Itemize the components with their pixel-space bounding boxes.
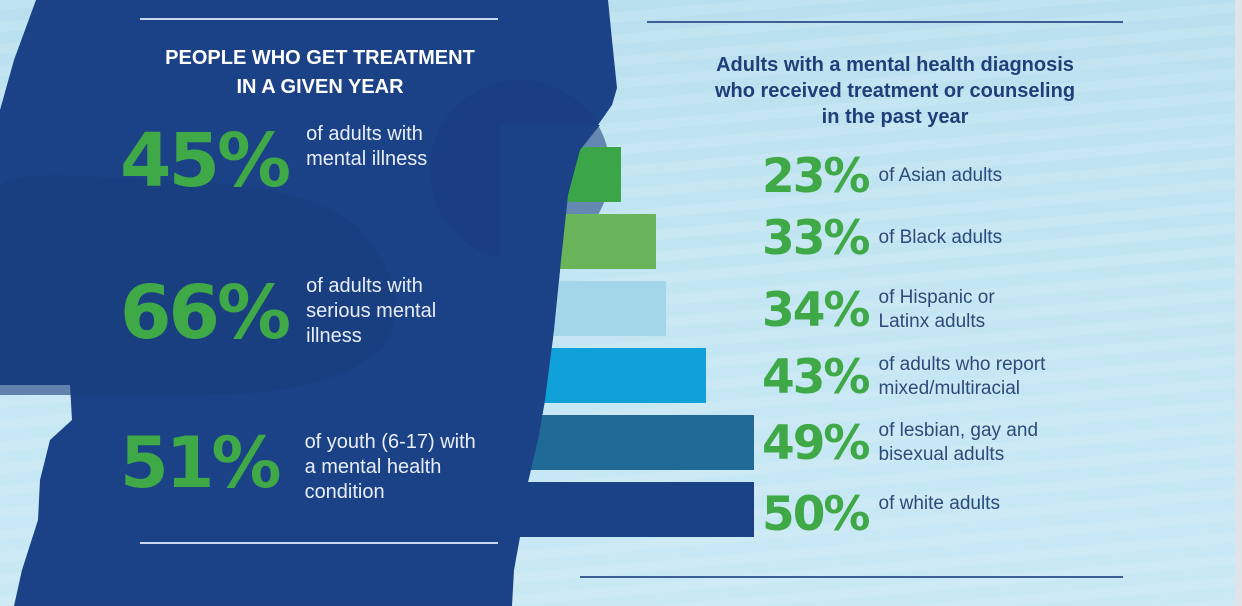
bar-lgb [530, 415, 754, 470]
stat-desc-line: bisexual adults [878, 444, 1005, 465]
stat-desc-line: of adults with [306, 275, 423, 297]
right-panel-title: Adults with a mental health diagnosis wh… [650, 52, 1140, 130]
stat-asian-adults: 23% of Asian adults [762, 148, 1002, 204]
bar-hispanic [550, 281, 666, 336]
right-title-line-1: Adults with a mental health diagnosis [716, 54, 1074, 76]
stat-description: of lesbian, gay and bisexual adults [879, 419, 1039, 467]
bar-multiracial [540, 348, 706, 403]
stat-desc-line: of adults who report [878, 354, 1046, 375]
stat-adults-serious-mental-illness: 66% of adults with serious mental illnes… [120, 270, 436, 356]
stat-value: 23% [762, 148, 870, 204]
stat-lgb-adults: 49% of lesbian, gay and bisexual adults [762, 415, 1038, 471]
right-title-line-3: in the past year [821, 106, 969, 128]
stat-multiracial-adults: 43% of adults who report mixed/multiraci… [762, 349, 1045, 405]
stat-value: 49% [762, 415, 870, 471]
stat-youth-mental-health: 51% of youth (6-17) with a mental health… [120, 428, 476, 505]
stat-value: 33% [762, 210, 870, 266]
stat-desc-line: mixed/multiracial [878, 378, 1020, 399]
stat-value: 51% [120, 422, 282, 504]
left-bottom-divider [140, 542, 498, 544]
right-top-divider [647, 21, 1123, 23]
stat-desc-line: serious mental [306, 300, 437, 322]
right-bottom-divider [580, 576, 1123, 578]
stat-hispanic-latinx-adults: 34% of Hispanic or Latinx adults [762, 282, 995, 338]
stat-value: 66% [120, 270, 291, 356]
stat-value: 34% [762, 282, 870, 338]
stat-adults-mental-illness: 45% of adults with mental illness [120, 118, 427, 204]
stat-value: 45% [120, 118, 291, 204]
stat-desc-line: condition [304, 481, 385, 503]
stat-desc-line: of youth (6-17) with [304, 431, 476, 453]
stat-desc-line: of Asian adults [878, 165, 1003, 186]
left-top-divider [140, 18, 498, 20]
stat-desc-line: of white adults [878, 493, 1000, 514]
stat-desc-line: of Black adults [878, 227, 1003, 248]
stat-desc-line: of adults with [306, 123, 423, 145]
stat-value: 43% [762, 349, 870, 405]
left-panel-title: PEOPLE WHO GET TREATMENT IN A GIVEN YEAR [140, 44, 500, 102]
stat-description: of Asian adults [879, 164, 1003, 188]
stat-description: of adults with mental illness [306, 122, 427, 172]
right-title-line-2: who received treatment or counseling [714, 80, 1076, 102]
stat-description: of white adults [879, 492, 1000, 516]
bar-black [560, 214, 656, 269]
stat-desc-line: of Hispanic or [878, 287, 995, 308]
stat-description: of adults with serious mental illness [306, 274, 436, 349]
stat-description: of Black adults [879, 226, 1003, 250]
left-title-line-1: PEOPLE WHO GET TREATMENT [165, 47, 475, 69]
page-edge [1235, 0, 1242, 606]
stat-value: 50% [762, 486, 870, 542]
stat-desc-line: mental illness [306, 148, 428, 170]
left-title-line-2: IN A GIVEN YEAR [236, 76, 404, 98]
stat-description: of youth (6-17) with a mental health con… [305, 430, 476, 505]
stat-description: of adults who report mixed/multiracial [879, 353, 1046, 401]
stat-white-adults: 50% of white adults [762, 486, 1000, 542]
stat-desc-line: illness [306, 325, 362, 347]
stat-description: of Hispanic or Latinx adults [879, 286, 995, 334]
stat-desc-line: a mental health [304, 456, 442, 478]
stat-desc-line: Latinx adults [878, 311, 986, 332]
stat-desc-line: of lesbian, gay and [878, 420, 1039, 441]
stat-black-adults: 33% of Black adults [762, 210, 1002, 266]
